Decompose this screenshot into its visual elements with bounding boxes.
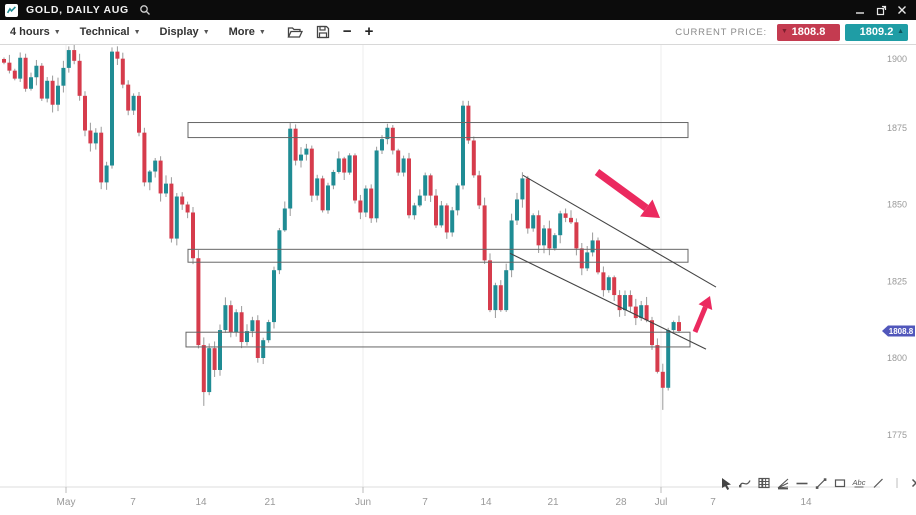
connector-tool-icon[interactable] [737, 475, 752, 490]
cursor-tool-icon[interactable] [718, 475, 733, 490]
trend-line-tool-icon[interactable] [813, 475, 828, 490]
grid-tool-icon[interactable] [756, 475, 771, 490]
fan-lines-tool-icon[interactable] [775, 475, 790, 490]
chart-toolbar: 4 hours ▼ Technical ▼ Display ▼ More ▼ − + CURR… [0, 20, 916, 45]
svg-text:Abc: Abc [852, 478, 866, 487]
svg-text:21: 21 [264, 497, 276, 508]
svg-text:1800: 1800 [887, 353, 907, 363]
gridlines [0, 45, 880, 488]
svg-text:14: 14 [480, 497, 492, 508]
restore-button[interactable] [875, 4, 887, 16]
zoom-in-button[interactable]: + [364, 23, 374, 40]
resistance-zone-upper[interactable] [187, 122, 689, 139]
svg-text:14: 14 [195, 497, 207, 508]
svg-text:May: May [57, 497, 76, 508]
svg-text:14: 14 [800, 497, 812, 508]
text-tool-icon[interactable]: Abc [851, 475, 866, 490]
price-down-arrow-icon: ▼ [781, 27, 788, 35]
menu-label: More [228, 26, 255, 38]
price-up-arrow-icon: ▲ [897, 27, 904, 35]
buy-price-badge[interactable]: 1809.2 ▲ [845, 23, 908, 41]
menu-technical[interactable]: Technical ▼ [80, 26, 141, 38]
minimize-button[interactable] [854, 4, 866, 16]
menu-label: Technical [79, 26, 130, 38]
svg-text:7: 7 [422, 497, 428, 508]
toolbar-separator [889, 475, 904, 490]
rectangle-tool-icon[interactable] [832, 475, 847, 490]
current-price-axis-badge: 1808.8 [882, 325, 915, 337]
close-icon[interactable] [896, 4, 908, 16]
title-bar: GOLD, DAILY AUG [0, 0, 916, 20]
resistance-zone-middle[interactable] [187, 248, 689, 263]
svg-text:1875: 1875 [887, 123, 907, 133]
save-layout-button[interactable] [316, 25, 330, 39]
search-icon[interactable] [139, 4, 151, 16]
drawing-toolbar: Abc [718, 475, 916, 490]
chart-title: GOLD, DAILY AUG [26, 4, 129, 16]
svg-text:Jun: Jun [355, 497, 371, 508]
chevron-down-icon: ▼ [258, 29, 266, 36]
svg-text:28: 28 [615, 497, 627, 508]
svg-text:1808.8: 1808.8 [889, 327, 914, 336]
sell-price-badge[interactable]: ▼ 1808.8 [777, 23, 840, 41]
zoom-out-button[interactable]: − [342, 23, 352, 40]
svg-text:Jul: Jul [655, 497, 668, 508]
chevron-down-icon: ▼ [133, 29, 141, 36]
menu-display[interactable]: Display ▼ [160, 26, 210, 38]
sell-price-value: 1808.8 [791, 26, 826, 38]
svg-text:7: 7 [710, 497, 716, 508]
channel-lower-line[interactable] [509, 252, 707, 350]
app-logo-icon [5, 3, 18, 17]
buy-price-value: 1809.2 [859, 26, 894, 38]
open-layout-button[interactable] [287, 25, 303, 39]
support-zone-lower[interactable] [185, 331, 691, 348]
current-price-label: CURRENT PRICE: [675, 26, 767, 38]
horizontal-line-tool-icon[interactable] [794, 475, 809, 490]
toolbar-menus: 4 hours ▼ Technical ▼ Display ▼ More ▼ [10, 26, 285, 38]
price-axis: 1900 1875 1850 1825 1800 1775 [887, 54, 907, 440]
menu-label: Display [159, 26, 199, 38]
svg-text:21: 21 [547, 497, 559, 508]
svg-text:7: 7 [130, 497, 136, 508]
remove-drawings-icon[interactable] [908, 475, 916, 490]
chevron-down-icon: ▼ [202, 29, 210, 36]
menu-label: 4 hours [10, 26, 50, 38]
menu-4-hours[interactable]: 4 hours ▼ [10, 26, 61, 38]
candlestick-chart: 1900 1875 1850 1825 1800 1775 1808.8 May 7 14 21 Ju… [0, 45, 915, 508]
svg-text:1900: 1900 [887, 54, 907, 64]
date-axis: May 7 14 21 Jun 7 14 21 28 Jul 7 14 [57, 487, 812, 508]
svg-text:1850: 1850 [887, 200, 907, 210]
ray-tool-icon[interactable] [870, 475, 885, 490]
chart-area[interactable]: 1900 1875 1850 1825 1800 1775 1808.8 May 7 14 21 Ju… [0, 45, 916, 515]
channel-upper-line[interactable] [522, 174, 717, 288]
menu-more[interactable]: More ▼ [229, 26, 266, 38]
candlestick-series [2, 45, 681, 410]
trend-down-arrow[interactable] [594, 168, 660, 218]
svg-text:1775: 1775 [887, 430, 907, 440]
bounce-up-arrow[interactable] [692, 296, 713, 333]
chevron-down-icon: ▼ [53, 29, 61, 36]
svg-text:1825: 1825 [887, 276, 907, 286]
